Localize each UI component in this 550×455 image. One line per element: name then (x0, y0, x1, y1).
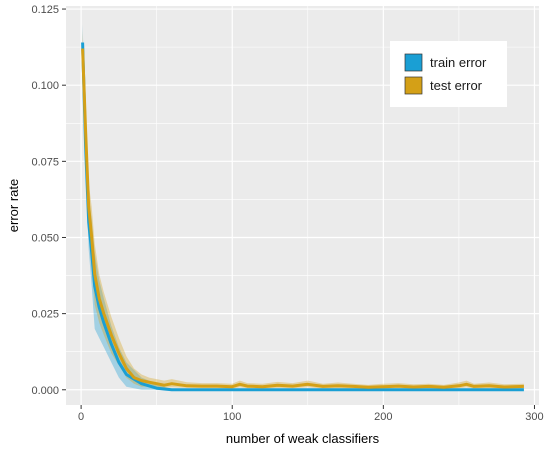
y-tick-label: 0.025 (31, 309, 59, 321)
legend-label-test-error: test error (430, 78, 483, 93)
x-tick-label: 100 (223, 411, 241, 423)
y-tick-label: 0.050 (31, 232, 59, 244)
legend-key-train-error (404, 53, 423, 72)
legend-label-train-error: train error (430, 55, 487, 70)
test-error-line (81, 48, 524, 389)
x-axis-title: number of weak classifiers (226, 431, 380, 446)
y-tick-label: 0.125 (31, 4, 59, 16)
x-tick-label: 0 (78, 411, 84, 423)
y-tick-label: 0.100 (31, 80, 59, 92)
legend-key-test-error (404, 76, 423, 95)
legend-box (390, 41, 507, 107)
x-tick-label: 300 (525, 411, 543, 423)
y-tick-label: 0.075 (31, 156, 59, 168)
y-axis-title: error rate (6, 179, 21, 232)
y-tick-label: 0.000 (31, 385, 59, 397)
legend: train error test error (390, 41, 507, 107)
x-tick-label: 200 (374, 411, 392, 423)
